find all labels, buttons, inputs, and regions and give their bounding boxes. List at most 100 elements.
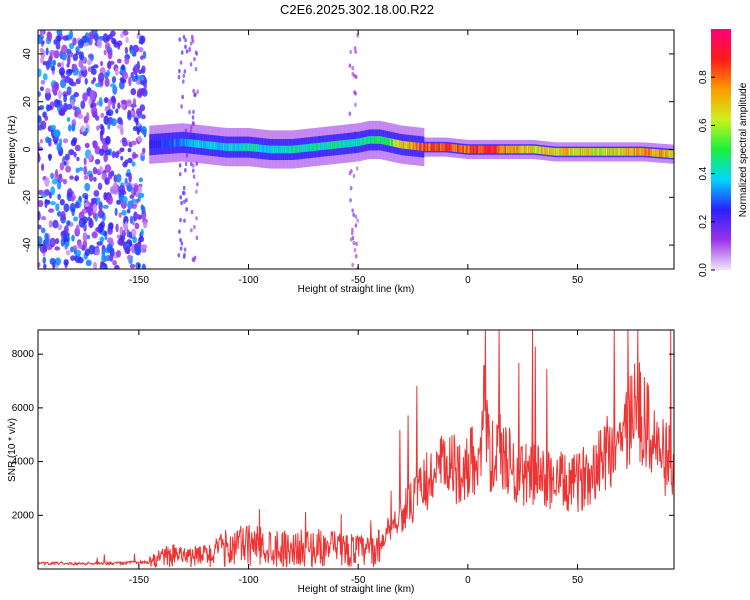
trace-core <box>570 148 572 156</box>
noise-speckle <box>40 79 46 85</box>
trace-core <box>425 143 427 151</box>
noise-speckle <box>104 77 110 88</box>
trace-core <box>171 139 174 147</box>
trace-core <box>172 139 175 147</box>
streak-speckle <box>348 63 352 68</box>
noise-speckle <box>54 257 62 266</box>
noise-speckle <box>40 215 47 221</box>
streak-speckle <box>184 168 187 173</box>
noise-speckle <box>103 97 109 103</box>
noise-speckle <box>69 202 76 213</box>
noise-speckle <box>140 155 145 162</box>
x-tick-label: 50 <box>572 575 584 586</box>
noise-speckle <box>115 173 122 183</box>
noise-speckle <box>50 201 56 206</box>
noise-speckle <box>105 110 112 116</box>
noise-speckle <box>78 51 83 60</box>
trace-core <box>646 148 649 157</box>
noise-speckle <box>77 113 84 120</box>
trace-core <box>292 145 295 154</box>
trace-core <box>192 139 195 148</box>
noise-speckle <box>73 91 80 98</box>
trace-core <box>303 144 305 153</box>
noise-speckle <box>82 216 88 224</box>
noise-speckle <box>124 159 129 165</box>
noise-speckle <box>42 61 46 66</box>
streak-speckle <box>177 253 181 258</box>
colorbar-tick-label: 0.4 <box>698 166 709 180</box>
streak-speckle <box>191 39 195 44</box>
noise-speckle <box>103 49 107 56</box>
noise-speckle <box>127 254 132 261</box>
trace-core <box>670 150 672 158</box>
trace-core <box>305 144 308 152</box>
noise-speckle <box>93 176 97 182</box>
streak-speckle <box>192 174 196 179</box>
noise-speckle <box>40 120 47 130</box>
noise-speckle <box>71 64 77 71</box>
trace-core <box>380 136 383 145</box>
trace-core <box>532 145 534 154</box>
noise-speckle <box>38 142 41 147</box>
noise-speckle <box>100 112 105 118</box>
noise-speckle <box>56 181 62 190</box>
trace-core <box>249 143 251 152</box>
trace-core <box>392 138 395 147</box>
x-tick-label: -150 <box>129 275 149 286</box>
trace-core <box>433 143 435 151</box>
trace-core <box>426 143 429 151</box>
noise-speckle <box>91 231 98 239</box>
trace-core <box>366 136 368 145</box>
snr-marks <box>38 330 674 569</box>
noise-speckle <box>59 177 64 182</box>
noise-speckle <box>72 53 79 62</box>
noise-speckle <box>129 215 133 224</box>
trace-core <box>645 148 647 156</box>
noise-speckle <box>90 197 98 203</box>
trace-core <box>521 145 524 154</box>
trace-core <box>644 148 646 156</box>
trace-core <box>462 145 464 153</box>
trace-core <box>496 145 499 154</box>
trace-core <box>342 140 345 148</box>
noise-speckle <box>126 100 132 107</box>
streak-speckle <box>354 254 358 259</box>
trace-core <box>290 145 292 154</box>
trace-core <box>312 143 314 152</box>
trace-core <box>190 139 192 148</box>
noise-speckle <box>69 175 74 180</box>
trace-core <box>599 148 601 156</box>
streak-speckle <box>194 66 198 72</box>
trace-core <box>438 143 441 151</box>
trace-core <box>671 150 674 158</box>
trace-core <box>413 142 416 150</box>
noise-speckle <box>38 262 41 268</box>
noise-speckle <box>128 76 132 87</box>
trace-core <box>365 136 367 145</box>
x-tick-label: 0 <box>465 275 471 286</box>
noise-speckle <box>138 192 145 199</box>
trace-core <box>442 143 445 151</box>
trace-core <box>317 142 320 151</box>
trace-core <box>359 138 362 146</box>
noise-speckle <box>77 241 83 250</box>
streak-speckle <box>178 37 182 42</box>
streak-speckle <box>178 68 181 74</box>
noise-speckle <box>92 203 98 214</box>
noise-speckle <box>83 165 88 176</box>
trace-core <box>180 138 183 147</box>
noise-speckle <box>38 154 41 163</box>
trace-core <box>166 139 168 148</box>
trace-core <box>416 142 418 151</box>
spectrogram-ylabel: Frequency (Hz) <box>7 116 18 185</box>
streak-speckle <box>183 218 186 223</box>
streak-speckle <box>180 200 183 206</box>
noise-speckle <box>54 238 60 245</box>
trace-core <box>162 139 164 148</box>
trace-core <box>641 148 643 156</box>
trace-core <box>625 148 627 156</box>
streak-speckle <box>353 46 357 51</box>
trace-core <box>546 147 549 155</box>
trace-core <box>251 143 254 152</box>
streak-speckle <box>189 62 193 67</box>
